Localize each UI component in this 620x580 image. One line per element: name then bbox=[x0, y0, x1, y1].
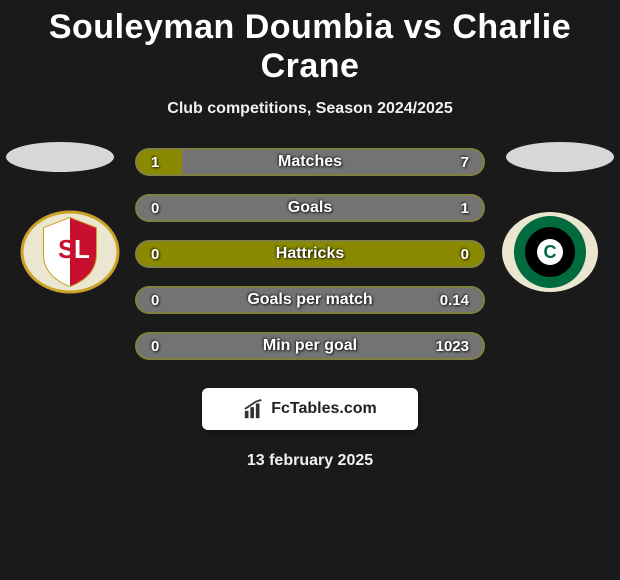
stat-label: Matches bbox=[278, 153, 342, 171]
club-badge-left: S L bbox=[20, 210, 120, 294]
stat-row: 0 Goals 1 bbox=[135, 194, 485, 222]
page-title: Souleyman Doumbia vs Charlie Crane bbox=[0, 0, 620, 86]
stat-label: Goals per match bbox=[247, 291, 372, 309]
stat-value-right: 0.14 bbox=[440, 292, 469, 309]
stat-value-right: 1 bbox=[461, 200, 469, 217]
stat-value-left: 0 bbox=[151, 246, 159, 263]
stat-value-right: 0 bbox=[461, 246, 469, 263]
player-oval-left bbox=[6, 142, 114, 172]
stat-value-right: 1023 bbox=[436, 338, 469, 355]
club-badge-right: C bbox=[500, 210, 600, 294]
brand-logo-box[interactable]: FcTables.com bbox=[202, 388, 418, 430]
svg-text:C: C bbox=[544, 242, 557, 262]
player-oval-right bbox=[506, 142, 614, 172]
chart-icon bbox=[243, 398, 265, 420]
stats-list: 1 Matches 7 0 Goals 1 0 Hattricks 0 0 Goals per ma… bbox=[135, 148, 485, 360]
stat-value-left: 0 bbox=[151, 292, 159, 309]
shield-icon: S L bbox=[20, 210, 120, 294]
stat-row: 1 Matches 7 bbox=[135, 148, 485, 176]
stat-value-left: 0 bbox=[151, 338, 159, 355]
stat-row: 0 Min per goal 1023 bbox=[135, 332, 485, 360]
date-label: 13 february 2025 bbox=[0, 452, 620, 470]
stat-value-left: 1 bbox=[151, 154, 159, 171]
brand-logo-text: FcTables.com bbox=[271, 400, 377, 418]
stat-label: Hattricks bbox=[276, 245, 344, 263]
comparison-content: S L C 1 Matches 7 0 Goals 1 0 Hattricks 0 0 Goals … bbox=[0, 148, 620, 360]
stat-value-right: 7 bbox=[461, 154, 469, 171]
svg-text:L: L bbox=[74, 234, 90, 264]
stat-row: 0 Goals per match 0.14 bbox=[135, 286, 485, 314]
stat-row: 0 Hattricks 0 bbox=[135, 240, 485, 268]
stat-value-left: 0 bbox=[151, 200, 159, 217]
subtitle: Club competitions, Season 2024/2025 bbox=[0, 100, 620, 118]
svg-text:S: S bbox=[58, 234, 75, 264]
circle-badge-icon: C bbox=[500, 210, 600, 294]
stat-label: Goals bbox=[288, 199, 332, 217]
stat-label: Min per goal bbox=[263, 337, 357, 355]
